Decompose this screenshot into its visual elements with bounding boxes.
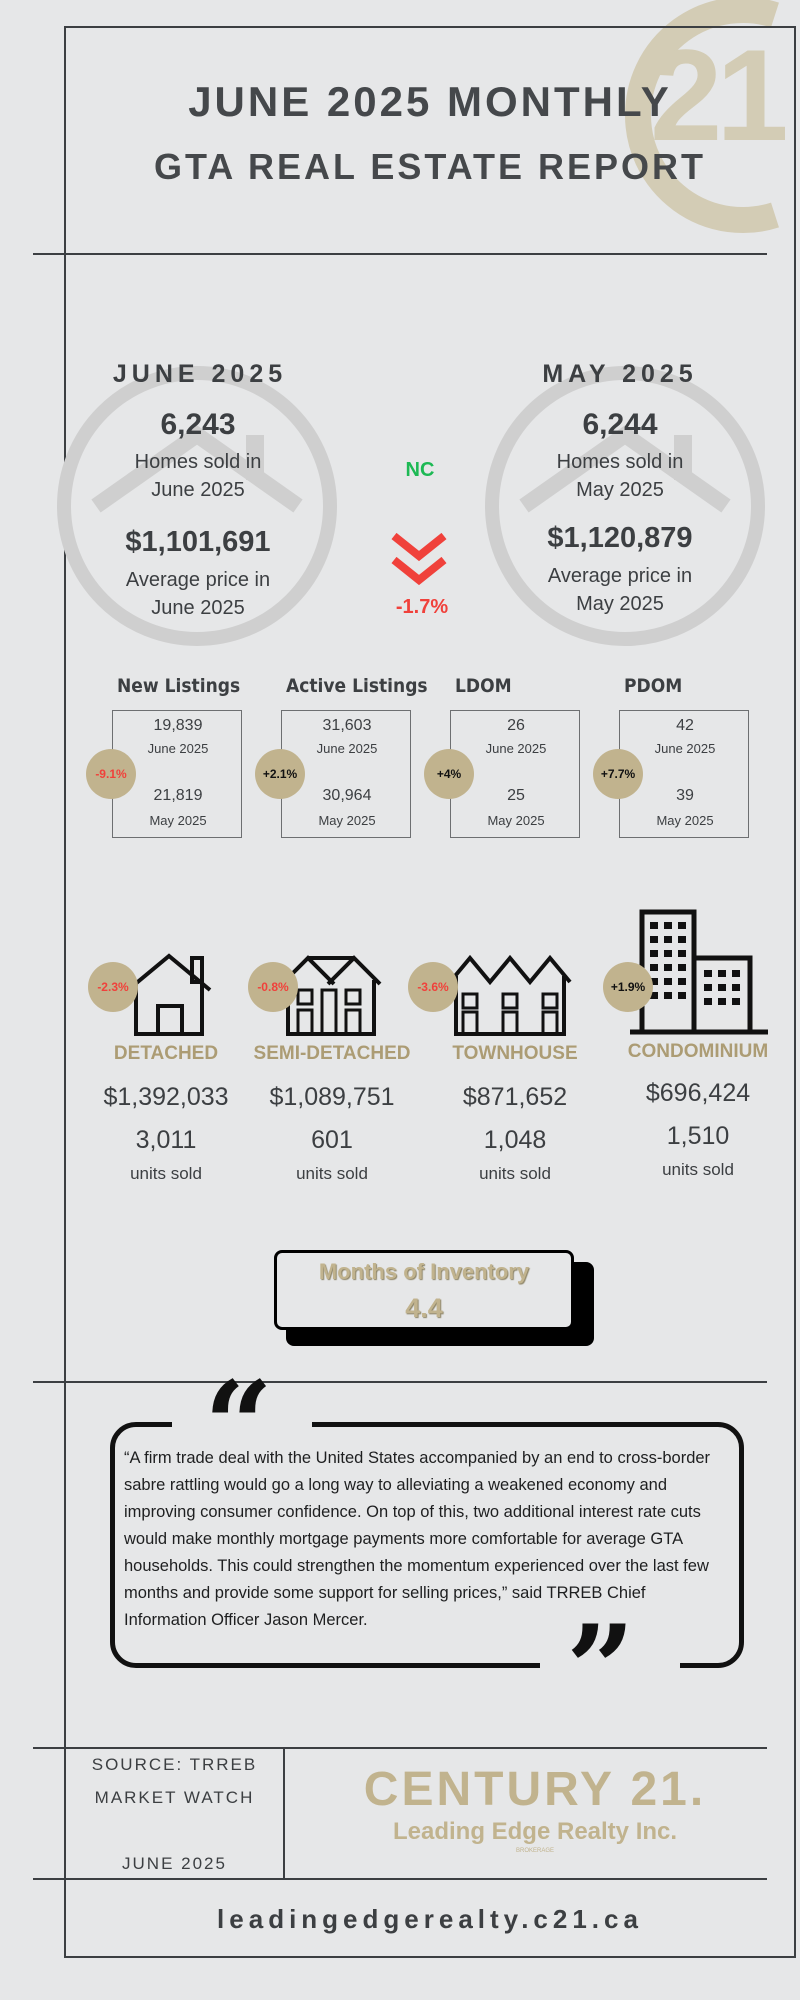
source-line2: MARKET WATCH [94, 1788, 255, 1807]
stat-label: LDOM [455, 675, 512, 697]
stat-june-label: June 2025 [147, 741, 209, 756]
june-avg-price: $1,101,691 [125, 526, 271, 558]
quote-frame [110, 1422, 744, 1668]
property-type-units-label: units sold [479, 1164, 551, 1183]
stat-june-label: June 2025 [316, 741, 378, 756]
property-type-price: $696,424 [645, 1079, 751, 1107]
close-quote-icon: ” [566, 1599, 636, 1740]
stat-change-badge: +7.7% [593, 749, 643, 799]
property-type-units: 1,048 [483, 1126, 547, 1154]
property-type-units: 1,510 [666, 1122, 730, 1150]
house-circle-icon [57, 366, 337, 646]
stat-june-value: 26 [507, 717, 525, 734]
stat-box: 42 June 2025 39 May 2025 [619, 710, 749, 838]
property-change-badge: -2.3% [88, 962, 138, 1012]
property-type-units-label: units sold [662, 1160, 734, 1179]
stat-label: Active Listings [286, 675, 428, 697]
property-type-price: $1,089,751 [269, 1083, 395, 1111]
stat-change-badge: +2.1% [255, 749, 305, 799]
june-homes-sold-label: Homes sold in June 2025 [134, 451, 262, 501]
brokerage-label: BROKERAGE [515, 1848, 554, 1854]
quote-divider-top [33, 1381, 767, 1383]
stat-june-value: 19,839 [153, 717, 203, 734]
property-type-price: $871,652 [462, 1083, 568, 1111]
header-divider [33, 253, 767, 255]
townhouse-icon [448, 954, 572, 1036]
june-avg-price-label: Average price in June 2025 [125, 569, 271, 619]
stat-label: New Listings [117, 675, 241, 697]
stat-may-value: 39 [676, 787, 694, 804]
house-circle-icon [485, 366, 765, 646]
june-heading: JUNE 2025 [112, 360, 288, 388]
property-type-name: SEMI-DETACHED [253, 1043, 411, 1064]
brand-subtitle: Leading Edge Realty Inc. [392, 1818, 678, 1845]
property-type-name: CONDOMINIUM [627, 1041, 769, 1062]
stat-change-badge: +4% [424, 749, 474, 799]
property-change-badge: -0.8% [248, 962, 298, 1012]
may-homes-sold: 6,244 [582, 408, 658, 441]
quote-text: “A firm trade deal with the United State… [124, 1449, 711, 1629]
stat-may-label: May 2025 [318, 813, 376, 828]
report-title-line1: JUNE 2025 MONTHLY [188, 78, 672, 125]
may-homes-sold-label: Homes sold in May 2025 [556, 451, 684, 501]
may-avg-price-label: Average price in May 2025 [547, 565, 693, 615]
source-line1: SOURCE: TRREB [91, 1755, 258, 1774]
property-type-units-label: units sold [296, 1164, 368, 1183]
stat-june-label: June 2025 [485, 741, 547, 756]
century21-watermark-icon [625, 0, 779, 233]
report-title-line2: GTA REAL ESTATE REPORT [153, 146, 707, 187]
june-homes-sold: 6,243 [160, 408, 236, 441]
footer-divider-bottom [33, 1878, 767, 1880]
stat-may-label: May 2025 [487, 813, 545, 828]
page-frame [64, 26, 796, 1958]
stat-may-label: May 2025 [656, 813, 714, 828]
source-date: JUNE 2025 [122, 1854, 227, 1873]
stat-june-value: 42 [676, 717, 694, 734]
century21-logo-text: CENTURY 21. [363, 1763, 707, 1816]
website-link[interactable]: leadingedgerealty.c21.ca [217, 1904, 643, 1934]
sales-change-indicator: NC [405, 459, 435, 481]
quote-gap-bottom [540, 1656, 680, 1676]
may-heading: MAY 2025 [542, 360, 698, 388]
footer-vertical-divider [283, 1747, 285, 1878]
property-type-price: $1,392,033 [103, 1083, 229, 1111]
century21-watermark-text: 21 [650, 22, 789, 168]
double-chevron-down-icon [391, 532, 447, 586]
stat-june-label: June 2025 [654, 741, 716, 756]
stat-may-value: 30,964 [322, 787, 372, 804]
may-avg-price: $1,120,879 [547, 522, 693, 554]
stat-june-value: 31,603 [322, 717, 372, 734]
property-type-name: TOWNHOUSE [452, 1043, 578, 1064]
stat-may-label: May 2025 [149, 813, 207, 828]
stat-change-badge: -9.1% [86, 749, 136, 799]
property-type-name: DETACHED [113, 1043, 219, 1064]
stat-may-value: 25 [507, 787, 525, 804]
inventory-value: 4.4 [405, 1293, 443, 1323]
detached-house-icon [126, 953, 212, 1036]
open-quote-icon: “ [204, 1355, 274, 1496]
footer-divider-top [33, 1747, 767, 1749]
property-change-badge: -3.6% [408, 962, 458, 1012]
property-type-units: 3,011 [135, 1126, 197, 1154]
property-type-units: 601 [311, 1126, 353, 1154]
price-change-indicator: -1.7% [395, 596, 449, 618]
inventory-box: Months of Inventory 4.4 [274, 1250, 574, 1330]
property-change-badge: +1.9% [603, 962, 653, 1012]
property-type-units-label: units sold [130, 1164, 202, 1183]
quote-gap-top [172, 1414, 312, 1434]
stat-label: PDOM [624, 675, 683, 697]
stat-may-value: 21,819 [153, 787, 203, 804]
inventory-label: Months of Inventory [318, 1259, 530, 1284]
